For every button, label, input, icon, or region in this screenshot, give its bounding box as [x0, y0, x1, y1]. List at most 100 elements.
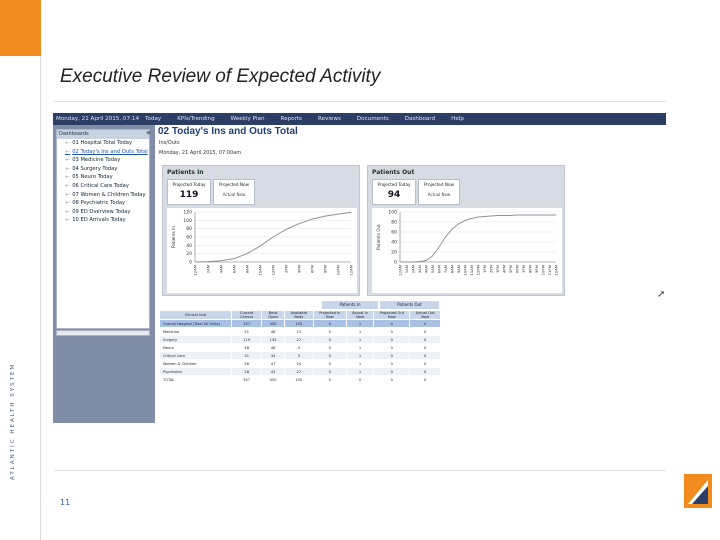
data-point [220, 260, 222, 262]
table-cell: 27 [283, 367, 314, 376]
menu-bar: Monday, 21 April 2015, 07:14 Today KPIs/… [53, 113, 666, 125]
table-cell: 0 [409, 319, 441, 328]
menu-item-dashboard[interactable]: Dashboard [404, 116, 436, 122]
menu-item-kpis[interactable]: KPIs/Trending [177, 116, 215, 122]
table-cell: 0 [373, 327, 411, 336]
menu-item-today[interactable]: Today [145, 116, 162, 122]
y-axis-label: Patients Out [376, 224, 381, 250]
x-tick-label: 4PM [297, 265, 302, 273]
dashboard-list: Dashboards +· 01 Hospital Total Today +· 0… [56, 129, 150, 329]
nav-item[interactable]: +· 09 ED Overview Today [57, 208, 149, 217]
data-point [529, 214, 531, 216]
table-cell: 155 [283, 375, 314, 384]
table-cell: 24 [283, 359, 314, 368]
table-row[interactable]: Psychiatric 28 45 27 0 1 0 0 [159, 367, 441, 376]
actual-now-label: Actual Now [222, 192, 246, 197]
table-cell: 0 [312, 335, 347, 344]
table-row[interactable]: Neuro 48 48 0 0 1 0 0 [159, 343, 441, 352]
col-header[interactable]: Clinical Unit [159, 310, 232, 320]
menu-item-reviews[interactable]: Reviews [317, 116, 341, 122]
collapse-icon[interactable]: « [146, 128, 151, 137]
nav-item-label: 01 Hospital Total Today [72, 140, 133, 146]
table-row[interactable]: Surgery 119 135 27 0 1 0 0 [159, 335, 441, 344]
nav-item[interactable]: +· 06 Critical Care Today [57, 182, 149, 191]
table-cell: 450 [261, 375, 285, 384]
data-point [246, 253, 248, 255]
table-cell: 47 [261, 359, 285, 368]
row-unit-name: TOTAL [159, 375, 232, 384]
col-header[interactable]: Projected Out Now [373, 310, 411, 320]
row-unit-name: Women & Children [159, 359, 232, 368]
row-unit-name: Psychiatric [159, 367, 232, 376]
table-cell: 1 [345, 327, 375, 336]
x-tick-label: 7AM [443, 265, 448, 273]
table-cell: 0 [373, 367, 411, 376]
menu-item-documents[interactable]: Documents [356, 116, 389, 122]
table-cell: 450 [261, 319, 285, 328]
col-header[interactable]: Beds Open [261, 310, 285, 320]
col-header[interactable]: Actual Out Now [409, 310, 441, 320]
table-row[interactable]: Overall Hospital (Total All Units) 357 450… [159, 319, 441, 328]
table-total-row[interactable]: TOTAL 357 450 155 0 0 0 0 [159, 375, 441, 384]
nav-item[interactable]: +· 03 Medicine Today [57, 156, 149, 165]
table-cell: 1 [345, 351, 375, 360]
table-cell: 0 [373, 359, 411, 368]
y-tick-label: 0 [189, 260, 192, 266]
y-axis-label: Patients In [171, 226, 176, 248]
x-tick-label: 8PM [528, 265, 533, 273]
x-tick-label: 1PM [482, 265, 487, 273]
menu-item-reports[interactable]: Reports [280, 116, 302, 122]
nav-item-label: 04 Surgery Today [72, 165, 118, 172]
col-header[interactable]: Available Beds [283, 310, 314, 320]
menu-item-help[interactable]: Help [451, 116, 464, 122]
census-table: Clinical Unit Current Census Beds Open A… [159, 310, 441, 384]
y-tick-label: 100 [183, 218, 192, 224]
data-point [536, 214, 537, 216]
table-row[interactable]: Medicine 51 48 13 0 1 0 0 [159, 327, 441, 336]
y-tick-label: 20 [186, 251, 192, 257]
nav-item[interactable]: +· 10 ED Arrivals Today [57, 216, 149, 225]
nav-item-label: 08 Psychiatric Today [72, 200, 126, 207]
nav-item[interactable]: +· 08 Psychiatric Today [57, 199, 149, 208]
col-header[interactable]: Current Census [230, 310, 263, 320]
data-point [549, 214, 550, 216]
menu-item-weekly-plan[interactable]: Weekly Plan [230, 116, 265, 122]
table-cell: 0 [373, 343, 411, 352]
logo-mark-icon [688, 480, 708, 504]
page-subtitle: Ins/Outs [159, 140, 180, 146]
table-row[interactable]: Critical Care 31 34 3 0 1 0 0 [159, 351, 441, 360]
x-tick-label: 8AM [450, 265, 455, 273]
census-table-wrap: Patients In Patients Out Clinical Unit C… [159, 301, 441, 384]
table-cell: 119 [230, 335, 263, 344]
row-unit-name: Critical Care [159, 351, 232, 360]
data-point [399, 261, 401, 263]
data-point [471, 218, 472, 219]
projected-today-label: Projected Today [377, 182, 411, 187]
x-tick-label: 4PM [502, 265, 507, 273]
data-point [272, 236, 274, 238]
data-point [516, 214, 518, 216]
nav-item[interactable]: +· 01 Hospital Total Today [57, 139, 149, 148]
x-tick-label: 10AM [258, 265, 263, 276]
table-cell: 0 [409, 367, 441, 376]
nav-header: Dashboards [57, 130, 149, 139]
col-header[interactable]: Projected In Now [312, 310, 347, 320]
x-tick-label: 8PM [323, 265, 328, 273]
nav-item-selected[interactable]: +· 02 Today's Ins and Outs Total [57, 148, 149, 157]
x-tick-label: 7PM [521, 265, 526, 273]
col-header[interactable]: Actual In Now [345, 310, 375, 320]
x-tick-label: 5PM [508, 265, 513, 273]
page-number: 11 [60, 498, 71, 507]
nav-item[interactable]: +· 04 Surgery Today [57, 165, 149, 174]
table-row[interactable]: Women & Children 56 47 24 0 1 0 0 [159, 359, 441, 368]
table-cell: 0 [409, 351, 441, 360]
nav-item[interactable]: +· 07 Women & Children Today [57, 191, 149, 200]
nav-item-label: 03 Medicine Today [72, 157, 121, 164]
nav-item-label: 05 Neuro Today [72, 174, 113, 181]
tree-node-icon: +· [65, 183, 71, 189]
nav-scrollbar[interactable] [56, 330, 150, 336]
table-cell: 28 [230, 367, 263, 376]
nav-item[interactable]: +· 05 Neuro Today [57, 173, 149, 182]
x-tick-label: 3AM [417, 265, 422, 273]
table-cell: 135 [261, 335, 285, 344]
